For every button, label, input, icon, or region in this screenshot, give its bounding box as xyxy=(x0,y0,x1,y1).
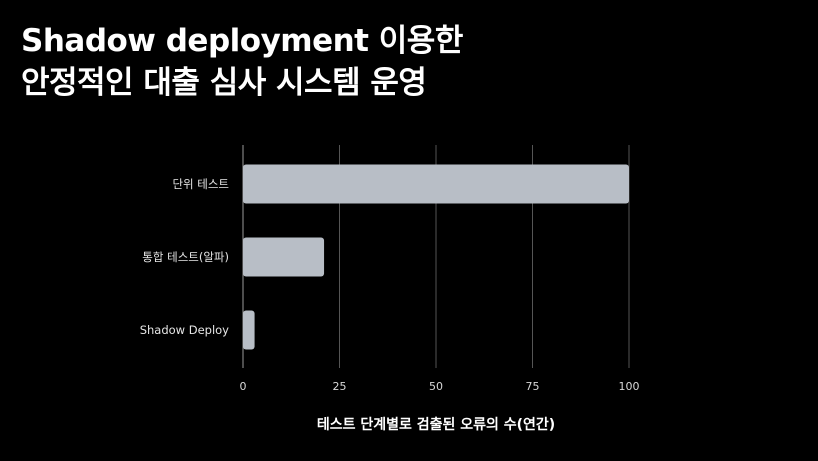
x-tick-label: 0 xyxy=(240,380,247,393)
category-label: Shadow Deploy xyxy=(140,323,229,337)
x-tick-label: 75 xyxy=(526,380,540,393)
slide-title-line-2: 안정적인 대출 심사 시스템 운영 xyxy=(21,65,427,101)
x-tick-label: 50 xyxy=(429,380,443,393)
category-label: 단위 테스트 xyxy=(172,177,229,191)
slide-title: Shadow deployment 이용한 안정적인 대출 심사 시스템 운영 xyxy=(21,20,463,104)
category-label: 통합 테스트(알파) xyxy=(142,250,229,264)
bar xyxy=(243,164,629,204)
slide-title-line-1: Shadow deployment 이용한 xyxy=(21,23,463,59)
bar xyxy=(243,310,255,350)
bars xyxy=(243,164,629,350)
x-tick-labels: 0 25 50 75 100 xyxy=(240,380,640,393)
x-axis-title: 테스트 단계별로 검출된 오류의 수(연간) xyxy=(317,416,555,433)
x-tick-label: 25 xyxy=(333,380,347,393)
bar xyxy=(243,237,325,277)
x-tick-label: 100 xyxy=(619,380,640,393)
